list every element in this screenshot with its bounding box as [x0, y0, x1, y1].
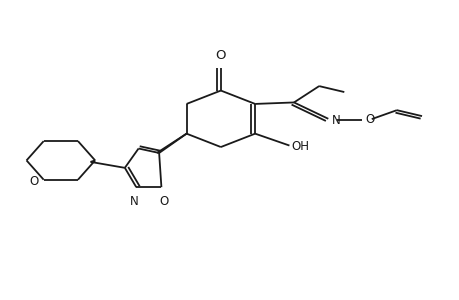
Text: N: N — [129, 195, 138, 208]
Text: O: O — [29, 175, 38, 188]
Text: N: N — [331, 114, 340, 127]
Text: OH: OH — [291, 140, 309, 153]
Text: O: O — [159, 195, 168, 208]
Text: O: O — [364, 112, 374, 126]
Text: O: O — [215, 49, 226, 62]
